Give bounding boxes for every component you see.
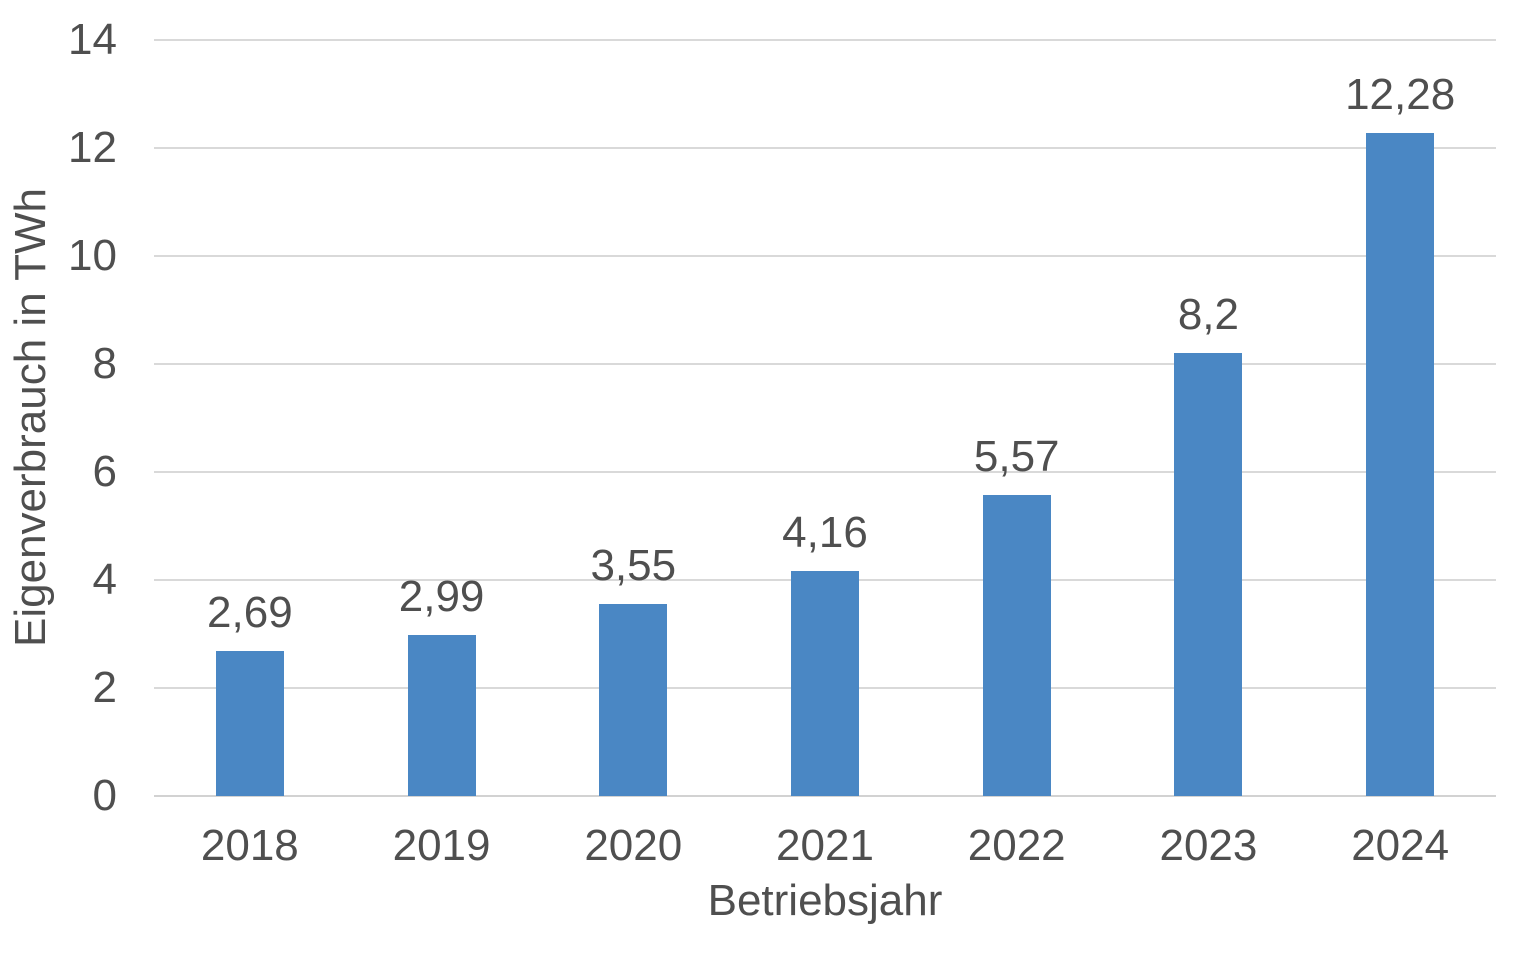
bar-value-label-2024: 12,28 <box>1345 69 1456 119</box>
gridline-y-6 <box>154 471 1496 473</box>
x-axis-title: Betriebsjahr <box>707 876 943 925</box>
bar-value-label-2021: 4,16 <box>782 508 868 558</box>
bar-2022 <box>982 495 1051 796</box>
x-tick-label-2024: 2024 <box>1351 821 1450 870</box>
bar-2021 <box>791 571 859 796</box>
bar-value-label-2023: 8,2 <box>1177 290 1240 340</box>
y-tick-label-12: 12 <box>68 123 117 172</box>
bar-2020 <box>599 604 668 796</box>
gridline-y-14 <box>154 39 1496 41</box>
y-tick-label-10: 10 <box>68 231 117 280</box>
y-tick-label-0: 0 <box>92 771 117 820</box>
x-tick-label-2018: 2018 <box>200 821 299 870</box>
x-tick-label-2022: 2022 <box>967 821 1066 870</box>
bar-2019 <box>407 634 476 796</box>
gridline-y-10 <box>154 255 1496 257</box>
gridline-y-8 <box>154 363 1496 365</box>
bar-value-label-2019: 2,99 <box>398 571 485 621</box>
y-tick-label-4: 4 <box>92 555 117 604</box>
x-tick-label-2023: 2023 <box>1159 821 1258 870</box>
gridline-y-12 <box>154 147 1496 149</box>
bar-2024 <box>1366 132 1435 796</box>
x-tick-label-2019: 2019 <box>392 821 491 870</box>
y-tick-label-14: 14 <box>68 15 117 64</box>
y-tick-label-6: 6 <box>92 447 117 496</box>
x-tick-label-2020: 2020 <box>584 821 683 870</box>
y-axis-tick-labels: 0 2 4 6 8 10 12 14 <box>0 0 117 955</box>
bar-value-label-2022: 5,57 <box>973 432 1060 482</box>
bar-2018 <box>215 650 284 796</box>
x-tick-label-2021: 2021 <box>776 821 874 870</box>
gridline-y-0 <box>154 795 1496 797</box>
bar-value-label-2020: 3,55 <box>590 541 677 591</box>
bar-value-label-2018: 2,69 <box>207 587 293 637</box>
y-tick-label-2: 2 <box>92 663 117 712</box>
plot-area: 2,69 2,99 3,55 4,16 5,57 8,2 12,28 <box>154 39 1496 797</box>
y-tick-label-8: 8 <box>92 339 117 388</box>
bar-2023 <box>1174 353 1243 796</box>
